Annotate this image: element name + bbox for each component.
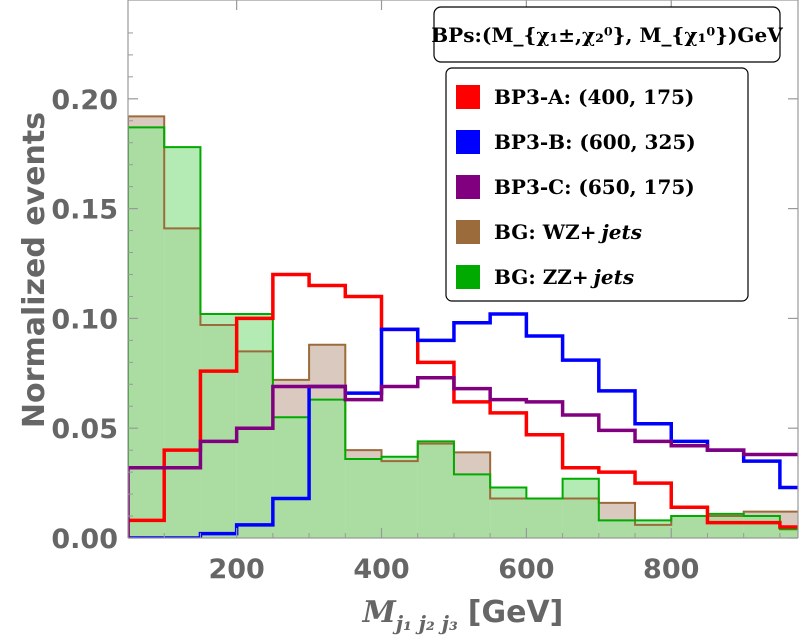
bar-zz-13 (598, 520, 636, 538)
legend-label-wz: BG: WZ+ jets (494, 220, 642, 244)
bar-zz-15 (671, 516, 708, 538)
x-axis-label: Mj₁ j₂ j₃ [GeV] (362, 595, 564, 635)
y-tick-label-0.10: 0.10 (51, 304, 118, 335)
bar-zz-5 (309, 399, 346, 538)
legend-label-bp3b: BP3-B: (600, 325) (494, 130, 696, 154)
bar-zz-2 (200, 314, 237, 538)
legend-item-bp3a: BP3-A: (400, 175) (456, 85, 694, 109)
series-zz (128, 127, 798, 538)
bar-zz-0 (128, 127, 165, 538)
x-tick-label-600: 600 (498, 554, 554, 585)
step-line-bp3a (128, 272, 798, 538)
bar-zz-11 (526, 498, 563, 538)
axis-ticks: 200 400 600 800 0.00 0.05 0.10 0.15 0.20 (51, 0, 798, 585)
bar-zz-6 (345, 458, 382, 538)
legend-swatch-bp3b (456, 130, 480, 154)
legend-label-bp3a: BP3-A: (400, 175) (494, 85, 694, 109)
bar-zz-7 (381, 456, 418, 538)
x-axis-label-unit: [GeV] (468, 595, 564, 630)
bar-zz-18 (779, 529, 798, 538)
bar-zz-12 (562, 478, 599, 538)
bar-zz-4 (272, 417, 310, 538)
y-tick-label-0.05: 0.05 (51, 414, 118, 445)
step-line-bp3c (128, 375, 798, 538)
x-tick-label-200: 200 (208, 554, 264, 585)
legend-header: BPs:(M_{χ₁±,χ₂⁰}, M_{χ₁⁰})GeV (431, 23, 783, 47)
legend-item-bp3b: BP3-B: (600, 325) (456, 130, 696, 154)
histogram-bars (128, 116, 798, 538)
x-tick-label-800: 800 (643, 554, 699, 585)
legend-swatch-bp3c (456, 175, 480, 199)
bar-zz-1 (164, 147, 201, 538)
bar-zz-8 (417, 441, 454, 538)
bar-zz-14 (635, 520, 672, 538)
legend-header-box (433, 6, 781, 63)
legend-box (445, 67, 749, 302)
legend-swatch-zz (456, 265, 480, 289)
x-axis-label-sub: j₁ j₂ j₃ (392, 611, 458, 635)
bar-zz-16 (707, 513, 744, 538)
legend: BPs:(M_{χ₁±,χ₂⁰}, M_{χ₁⁰})GeV BP3-A: (40… (431, 6, 783, 302)
bar-zz-9 (453, 474, 491, 538)
plot-frame (127, 0, 799, 539)
x-tick-label-400: 400 (353, 554, 409, 585)
y-axis-label: Normalized events (17, 112, 52, 428)
y-tick-label-0.00: 0.00 (51, 524, 118, 555)
bar-zz-10 (490, 487, 527, 538)
histogram-outlines (128, 115, 798, 538)
legend-item-wz: BG: WZ+ jets (456, 220, 642, 244)
x-axis-label-main: M (362, 595, 397, 630)
legend-label-bp3c: BP3-C: (650, 175) (494, 175, 695, 199)
legend-swatch-bp3a (456, 85, 480, 109)
bar-zz-3 (236, 314, 273, 538)
legend-item-bp3c: BP3-C: (650, 175) (456, 175, 695, 199)
bar-zz-17 (743, 516, 780, 538)
y-tick-label-0.15: 0.15 (51, 195, 118, 226)
legend-items: BP3-A: (400, 175) BP3-B: (600, 325) BP3-C:… (456, 85, 696, 289)
legend-swatch-wz (456, 220, 480, 244)
legend-label-zz: BG: ZZ+ jets (494, 265, 634, 289)
legend-item-zz: BG: ZZ+ jets (456, 265, 634, 289)
y-tick-label-0.20: 0.20 (51, 85, 118, 116)
